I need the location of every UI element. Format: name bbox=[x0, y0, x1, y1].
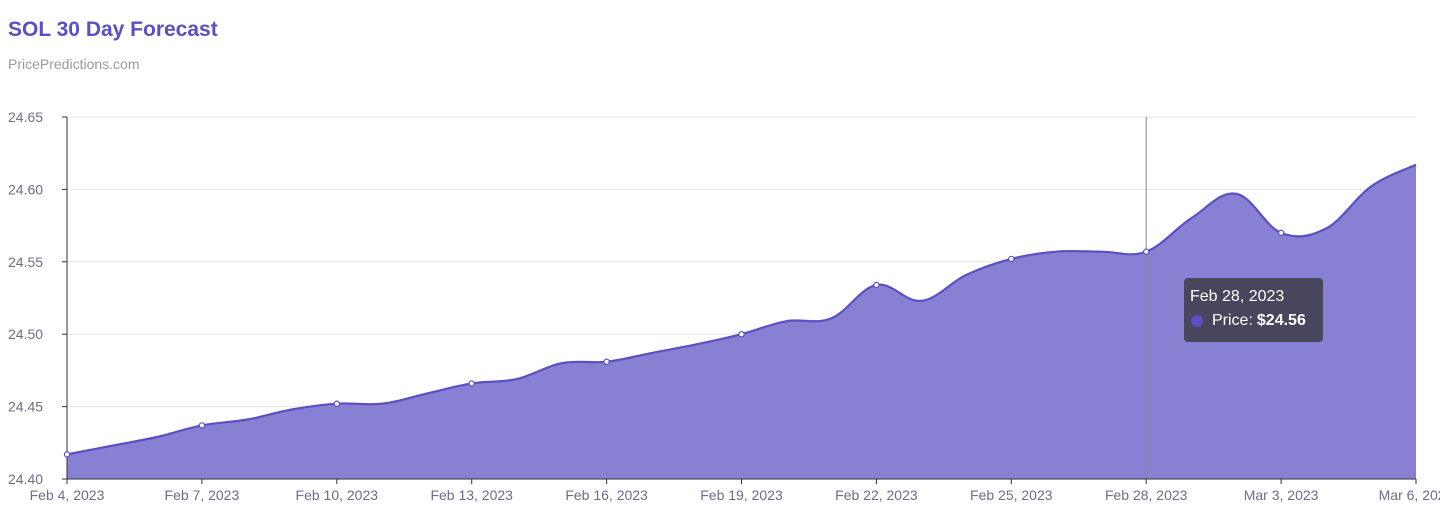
data-markers bbox=[63, 229, 1285, 458]
x-tick-label: Feb 4, 2023 bbox=[30, 487, 105, 503]
x-tick-label: Mar 3, 2023 bbox=[1244, 487, 1319, 503]
x-tick-label: Feb 19, 2023 bbox=[700, 487, 783, 503]
tooltip-price-value: $24.56 bbox=[1256, 312, 1306, 329]
x-tick-label: Feb 10, 2023 bbox=[296, 487, 379, 503]
y-tick-label: 24.60 bbox=[8, 181, 43, 197]
data-point-marker bbox=[198, 422, 206, 429]
tooltip-date: Feb 28, 2023 bbox=[1190, 288, 1285, 305]
y-tick-label: 24.55 bbox=[8, 254, 43, 270]
data-point-marker bbox=[873, 281, 880, 289]
x-tick-label: Feb 22, 2023 bbox=[835, 487, 918, 503]
data-point-marker bbox=[603, 358, 610, 365]
data-point-marker bbox=[333, 400, 340, 407]
data-point-marker bbox=[1277, 229, 1285, 237]
y-axis-tick-labels: 24.40 24.45 24.50 24.55 24.60 24.65 bbox=[8, 109, 43, 487]
x-tick-label: Feb 16, 2023 bbox=[565, 487, 648, 503]
chart-tooltip: Feb 28, 2023 Price: $24.56 bbox=[1184, 278, 1323, 342]
tooltip-price-label: Price: bbox=[1212, 312, 1253, 329]
data-point-marker bbox=[63, 451, 71, 458]
y-tick-label: 24.65 bbox=[8, 109, 43, 125]
x-tick-label: Feb 7, 2023 bbox=[165, 487, 240, 503]
y-tick-label: 24.50 bbox=[8, 326, 43, 342]
data-point-marker bbox=[468, 380, 475, 387]
chart-title: SOL 30 Day Forecast bbox=[8, 18, 218, 41]
x-tick-label: Mar 6, 2023 bbox=[1379, 487, 1440, 503]
data-point-marker bbox=[1142, 248, 1150, 255]
x-axis-tick-labels: Feb 4, 2023 Feb 7, 2023 Feb 10, 2023 Feb 13… bbox=[30, 487, 1440, 503]
data-point-marker bbox=[738, 331, 745, 338]
x-tick-label: Feb 13, 2023 bbox=[430, 487, 513, 503]
price-area-fill bbox=[67, 164, 1416, 479]
chart-subtitle: PricePredictions.com bbox=[8, 56, 140, 72]
x-tick-label: Feb 28, 2023 bbox=[1105, 487, 1188, 503]
data-point-marker bbox=[1008, 255, 1015, 263]
y-tick-label: 24.40 bbox=[8, 471, 43, 487]
tooltip-series-dot bbox=[1191, 315, 1203, 327]
y-tick-label: 24.45 bbox=[8, 399, 43, 415]
x-tick-label: Feb 25, 2023 bbox=[970, 487, 1053, 503]
axes bbox=[66, 117, 1417, 484]
tooltip-price-row: Price: $24.56 bbox=[1190, 312, 1317, 330]
